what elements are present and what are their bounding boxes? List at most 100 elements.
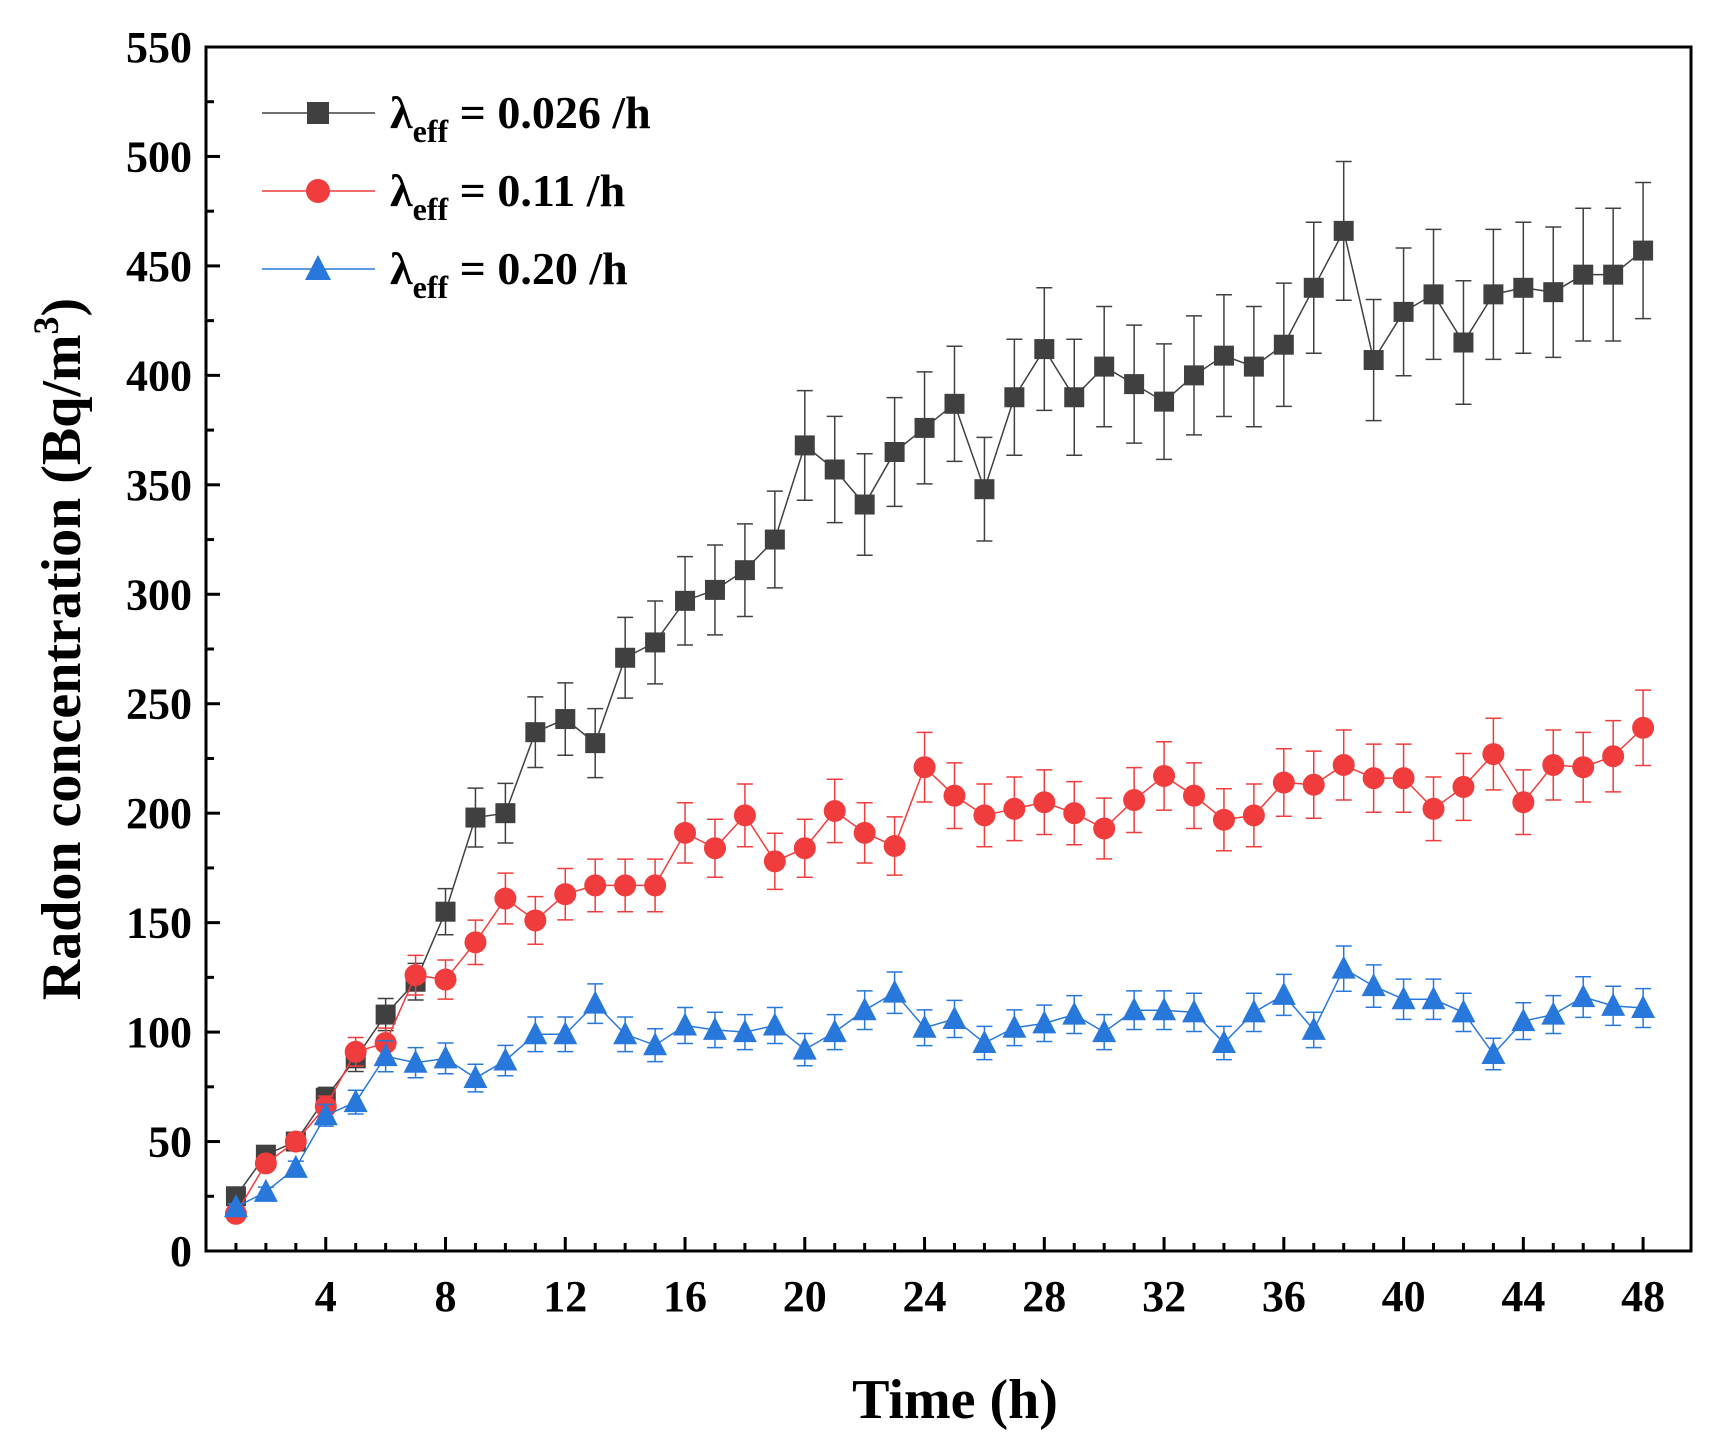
data-point <box>673 1012 698 1036</box>
y-axis-label: Radon concentration (Bq/m3) <box>26 298 93 1000</box>
data-point <box>1332 754 1355 777</box>
data-point <box>1183 784 1206 807</box>
data-point <box>912 1014 937 1038</box>
data-point <box>974 479 995 500</box>
data-point <box>1062 1001 1087 1025</box>
data-point <box>1483 284 1504 305</box>
data-point <box>1213 345 1234 366</box>
x-tick-label: 4 <box>315 1272 337 1321</box>
x-tick-label: 48 <box>1621 1272 1665 1321</box>
x-tick-label: 44 <box>1501 1272 1545 1321</box>
data-point <box>882 979 907 1003</box>
series-1 <box>224 689 1655 1225</box>
y-axis-label-superscript: 3 <box>26 316 66 334</box>
data-point <box>913 756 936 779</box>
data-point <box>1423 284 1444 305</box>
data-point <box>1391 986 1416 1010</box>
data-point <box>585 733 606 754</box>
data-point <box>643 1032 668 1056</box>
data-point <box>1513 277 1534 298</box>
data-point <box>1301 1016 1326 1040</box>
data-point <box>1033 791 1056 814</box>
data-point <box>792 1036 817 1060</box>
data-point <box>343 1089 368 1113</box>
data-point <box>764 529 785 550</box>
data-point <box>1481 1040 1506 1064</box>
legend-text: = 0.20 /h <box>448 243 628 294</box>
data-point <box>1093 817 1116 840</box>
legend-item-2: λeff = 0.20 /h <box>262 243 628 305</box>
data-point <box>1451 999 1476 1023</box>
data-point <box>1572 756 1595 779</box>
x-tick-label: 32 <box>1142 1272 1186 1321</box>
legend-subscript: eff <box>413 113 449 149</box>
y-tick-label: 100 <box>126 1008 192 1057</box>
y-tick-label: 250 <box>126 680 192 729</box>
x-axis-label: Time (h) <box>852 1369 1058 1431</box>
data-point <box>734 560 755 581</box>
legend-item-1: λeff = 0.11 /h <box>262 165 625 227</box>
data-point <box>823 799 846 822</box>
data-point <box>1392 767 1415 790</box>
data-point <box>1482 743 1505 766</box>
data-point <box>1543 282 1564 303</box>
x-tick-label: 40 <box>1382 1272 1426 1321</box>
data-point <box>1241 999 1266 1023</box>
data-point <box>283 1154 308 1178</box>
data-point <box>1184 365 1205 386</box>
y-tick-label: 150 <box>126 899 192 948</box>
data-point <box>1124 374 1145 395</box>
data-point <box>1452 775 1475 798</box>
data-point <box>1333 220 1354 241</box>
data-point <box>1632 716 1655 739</box>
data-point <box>1003 797 1026 820</box>
data-point <box>732 1019 757 1043</box>
data-point <box>1541 1001 1566 1025</box>
legend-subscript: eff <box>413 191 449 227</box>
data-point <box>1602 745 1625 768</box>
data-point <box>1603 264 1624 285</box>
data-point <box>884 441 905 462</box>
data-point <box>404 964 427 987</box>
data-point <box>284 1130 307 1153</box>
data-point <box>465 807 486 828</box>
data-point <box>1092 1019 1117 1043</box>
data-point <box>1094 356 1115 377</box>
data-point <box>1303 277 1324 298</box>
data-point <box>375 1004 396 1025</box>
y-tick-label: 300 <box>126 570 192 619</box>
data-point <box>1243 356 1264 377</box>
data-point <box>674 821 697 844</box>
data-point <box>584 874 607 897</box>
data-point <box>1182 999 1207 1023</box>
data-point <box>463 1065 488 1089</box>
data-point <box>553 1021 578 1045</box>
legend-item-0: λeff = 0.026 /h <box>262 87 651 149</box>
legend-label: λeff = 0.20 /h <box>390 243 628 305</box>
legend-symbol: λ <box>390 243 413 294</box>
legend-text: = 0.026 /h <box>448 87 651 138</box>
data-point <box>645 632 666 653</box>
data-point <box>1004 387 1025 408</box>
data-point <box>434 968 457 991</box>
data-point <box>493 1047 518 1071</box>
data-point <box>854 494 875 515</box>
data-point <box>1542 754 1565 777</box>
y-tick-label: 50 <box>148 1118 192 1167</box>
legend-marker <box>305 255 331 280</box>
data-point <box>435 901 456 922</box>
data-point <box>1211 1030 1236 1054</box>
legend-marker <box>306 179 330 203</box>
legend-label: λeff = 0.11 /h <box>390 165 625 227</box>
data-point <box>464 931 487 954</box>
x-tick-label: 8 <box>435 1272 457 1321</box>
data-point <box>1453 332 1474 353</box>
legend-symbol: λ <box>390 165 413 216</box>
data-point <box>944 393 965 414</box>
data-point <box>793 837 816 860</box>
data-point <box>615 647 636 668</box>
legend-marker <box>307 102 329 124</box>
x-tick-label: 28 <box>1022 1272 1066 1321</box>
data-point <box>1242 804 1265 827</box>
data-point <box>614 874 637 897</box>
